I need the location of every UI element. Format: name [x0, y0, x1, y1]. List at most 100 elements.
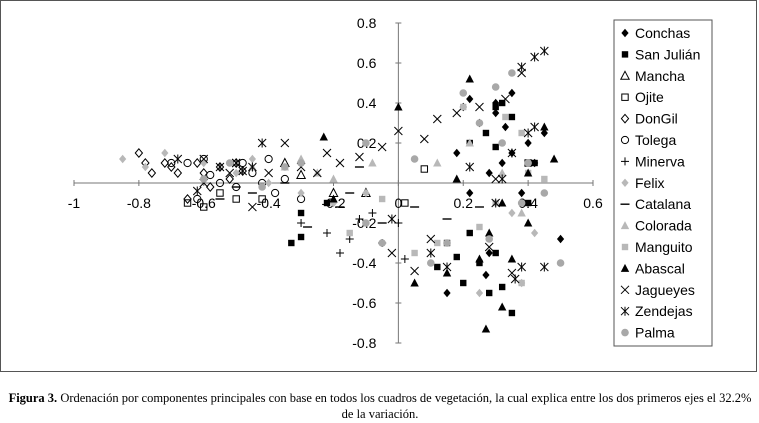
data-point — [335, 249, 344, 257]
data-point — [556, 234, 565, 244]
data-point — [459, 89, 468, 97]
data-point — [432, 114, 442, 124]
data-point — [147, 168, 157, 178]
legend-item: Colorada — [620, 218, 692, 234]
data-point — [434, 263, 441, 271]
y-tick-label: -0.6 — [352, 295, 376, 311]
data-point — [466, 94, 474, 104]
data-point — [502, 113, 509, 121]
data-point — [556, 259, 565, 267]
data-point — [485, 235, 494, 243]
data-point — [498, 283, 506, 291]
data-point — [492, 249, 499, 257]
series-mancha — [279, 157, 371, 197]
data-point — [297, 219, 306, 227]
legend-item: Mancha — [619, 68, 685, 84]
data-point — [394, 102, 403, 111]
data-point — [297, 188, 305, 198]
legend-item: San Julián — [621, 46, 700, 62]
data-point — [482, 270, 490, 280]
data-point — [215, 162, 225, 172]
data-point — [492, 143, 499, 151]
data-point — [183, 158, 192, 168]
data-point — [410, 266, 419, 276]
legend: Conchas San Julián Mancha Ojite DonGil Tolega… — [613, 19, 713, 347]
legend-item: Tolega — [620, 132, 676, 148]
data-point — [507, 268, 517, 278]
legend-item: Felix — [621, 175, 665, 191]
data-point — [193, 158, 202, 168]
data-point — [329, 174, 338, 183]
x-tick-label: 0 — [394, 195, 402, 211]
data-point — [460, 103, 467, 111]
data-point — [323, 229, 332, 237]
data-point — [167, 158, 176, 168]
data-point — [497, 198, 507, 207]
series-zendejas — [173, 46, 549, 284]
legend-item: Ojite — [621, 89, 664, 105]
data-point — [476, 223, 483, 231]
data-point — [476, 259, 483, 267]
data-point — [225, 159, 234, 167]
data-point — [539, 46, 549, 56]
data-point — [232, 195, 240, 203]
legend-item: Minerva — [621, 153, 685, 169]
legend-label: Palma — [635, 325, 675, 341]
data-point — [280, 138, 290, 148]
x-tick-label: -0.4 — [257, 195, 281, 211]
data-point — [265, 178, 273, 188]
data-point — [257, 138, 267, 148]
data-point — [271, 188, 280, 198]
data-point — [475, 254, 484, 263]
data-point — [433, 158, 442, 167]
data-point — [549, 154, 559, 163]
data-point — [508, 88, 516, 98]
data-point — [465, 162, 475, 172]
legend-label: Jagueyes — [635, 282, 695, 298]
data-point — [523, 168, 533, 177]
data-point — [466, 188, 474, 198]
data-point — [355, 215, 364, 223]
x-tick-label: -1 — [68, 195, 81, 211]
legend-marker — [620, 113, 630, 124]
caption-text: Ordenación por componentes principales c… — [60, 391, 752, 421]
data-point — [530, 52, 539, 62]
data-point — [484, 242, 494, 252]
x-tick-label: 0.2 — [454, 195, 474, 211]
data-point — [119, 154, 127, 164]
data-point — [507, 148, 517, 158]
series-felix — [119, 148, 539, 298]
data-point — [231, 158, 241, 168]
data-point — [540, 189, 549, 197]
legend-item: Zendejas — [620, 303, 693, 319]
data-point — [523, 128, 533, 138]
data-point — [524, 138, 532, 148]
data-point — [524, 159, 532, 167]
data-point — [368, 209, 377, 217]
data-point — [485, 248, 493, 258]
data-point — [530, 122, 539, 132]
data-point — [482, 129, 490, 137]
data-point — [258, 195, 266, 203]
data-point — [518, 188, 526, 198]
data-point — [541, 175, 548, 183]
data-point — [297, 159, 305, 167]
data-point — [419, 134, 429, 144]
data-point — [466, 229, 473, 237]
legend-label: Tolega — [635, 132, 676, 148]
legend-label: DonGil — [635, 111, 678, 127]
legend-marker — [621, 157, 629, 166]
data-point — [410, 155, 419, 163]
legend-marker — [621, 243, 629, 251]
legend-label: Zendejas — [635, 303, 693, 319]
data-point — [297, 233, 305, 241]
data-point — [442, 268, 452, 277]
data-point — [465, 74, 474, 83]
data-point — [498, 99, 506, 107]
figure-caption: Figura 3. Ordenación por componentes pri… — [6, 390, 754, 422]
data-point — [501, 94, 510, 104]
legend-label: Abascal — [635, 260, 685, 276]
data-point — [452, 108, 462, 118]
y-tick-label: -0.4 — [352, 255, 376, 271]
data-point — [411, 249, 418, 257]
